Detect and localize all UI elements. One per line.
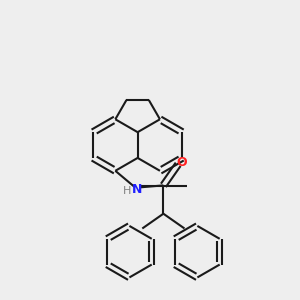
Text: H: H [123,186,131,196]
Text: N: N [132,183,142,196]
Text: O: O [177,156,188,169]
